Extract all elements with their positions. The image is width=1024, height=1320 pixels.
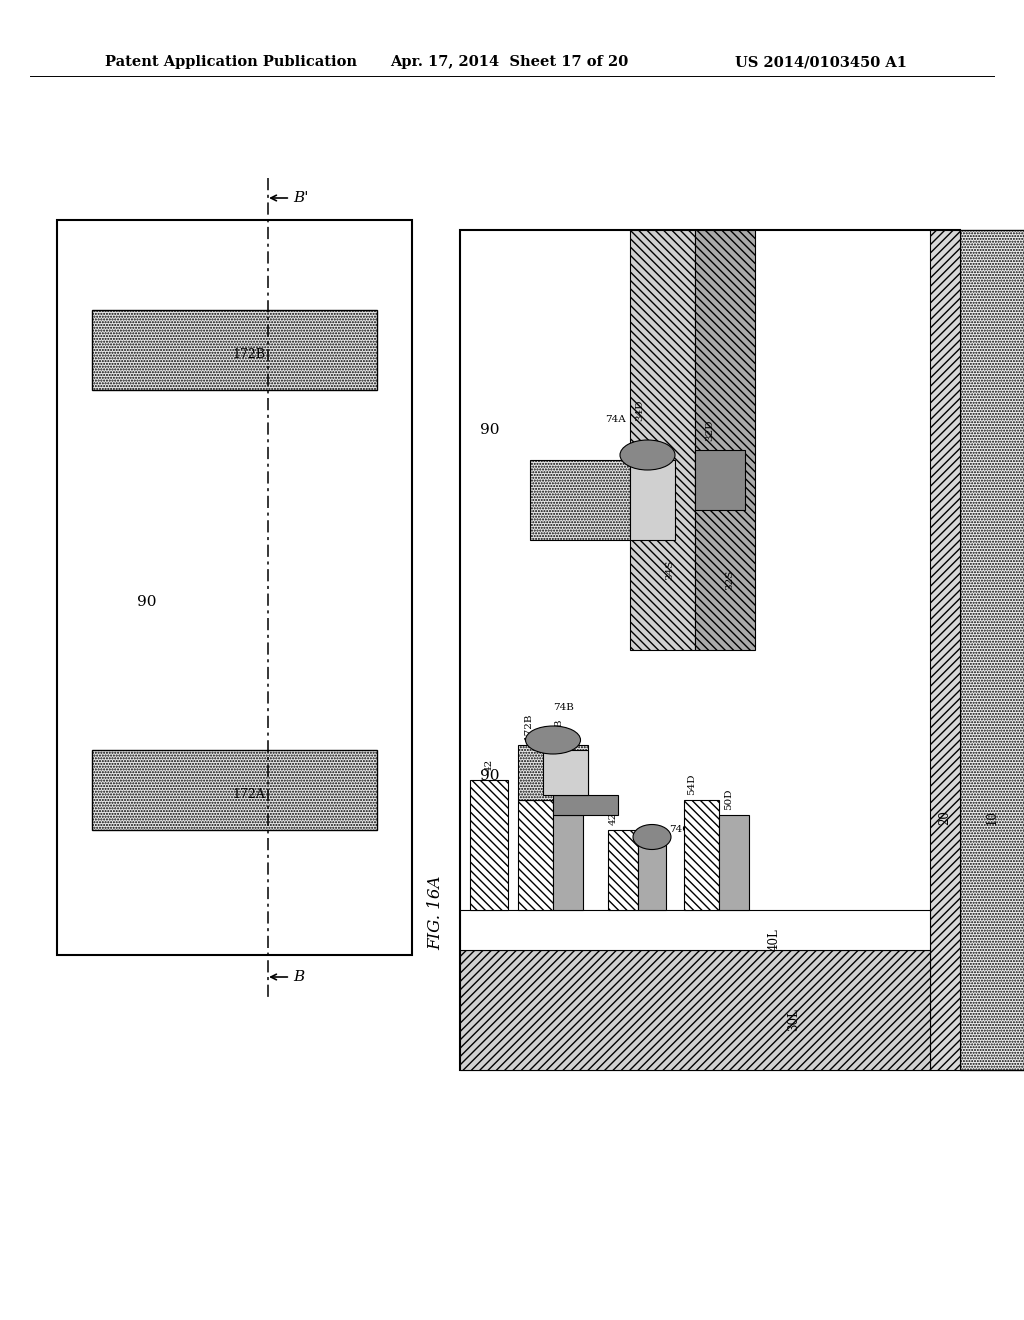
Bar xyxy=(684,800,719,909)
Text: 74B: 74B xyxy=(553,702,573,711)
Text: 32B: 32B xyxy=(723,470,732,491)
Bar xyxy=(470,780,508,909)
Bar xyxy=(930,230,961,1071)
Text: 90: 90 xyxy=(480,770,500,783)
Text: Apr. 17, 2014  Sheet 17 of 20: Apr. 17, 2014 Sheet 17 of 20 xyxy=(390,55,629,69)
Text: 50B: 50B xyxy=(568,770,578,789)
Text: 54S: 54S xyxy=(521,775,530,795)
Bar xyxy=(695,230,755,649)
Text: 90: 90 xyxy=(137,595,157,610)
Bar xyxy=(92,750,377,830)
Bar xyxy=(460,950,930,1071)
Bar xyxy=(695,450,745,510)
Text: 50S: 50S xyxy=(558,789,567,810)
Text: 170B: 170B xyxy=(554,718,562,744)
Text: 74A: 74A xyxy=(605,416,626,425)
Bar xyxy=(92,310,377,389)
Text: 32D: 32D xyxy=(706,420,715,441)
Text: 30L: 30L xyxy=(787,1008,801,1031)
Text: 32S: 32S xyxy=(725,570,734,590)
Text: 34D: 34D xyxy=(636,399,644,421)
Text: 74C: 74C xyxy=(669,825,690,834)
Bar xyxy=(719,814,749,909)
Bar xyxy=(460,909,930,950)
Text: 90: 90 xyxy=(480,422,500,437)
Text: 172B: 172B xyxy=(523,713,532,741)
Bar xyxy=(608,830,638,909)
Ellipse shape xyxy=(525,726,581,754)
Bar xyxy=(630,230,695,649)
Text: 20: 20 xyxy=(939,810,951,825)
Text: 42: 42 xyxy=(608,812,617,825)
Text: 172A: 172A xyxy=(550,486,559,513)
Bar xyxy=(57,220,412,954)
Text: 172A: 172A xyxy=(232,788,265,800)
Ellipse shape xyxy=(620,440,675,470)
Text: 42: 42 xyxy=(484,759,494,772)
Text: 54D: 54D xyxy=(687,774,696,795)
Bar xyxy=(530,459,630,540)
Text: US 2014/0103450 A1: US 2014/0103450 A1 xyxy=(735,55,907,69)
Bar xyxy=(543,750,588,795)
Text: 34S: 34S xyxy=(666,560,675,581)
Text: B': B' xyxy=(293,191,308,205)
Bar xyxy=(961,230,1024,1071)
Text: 10: 10 xyxy=(985,810,998,825)
Bar xyxy=(553,814,583,909)
Text: 170A: 170A xyxy=(647,486,656,513)
Bar xyxy=(460,230,961,1071)
Text: 172B: 172B xyxy=(232,347,265,360)
Bar xyxy=(518,744,588,800)
Bar xyxy=(638,845,666,909)
Text: B: B xyxy=(293,970,304,983)
Text: FIG. 16A: FIG. 16A xyxy=(427,875,444,950)
Bar xyxy=(553,795,618,814)
Text: 50: 50 xyxy=(641,826,650,840)
Text: 40L: 40L xyxy=(768,929,780,952)
Text: Patent Application Publication: Patent Application Publication xyxy=(105,55,357,69)
Bar xyxy=(518,800,553,909)
Bar xyxy=(630,459,675,540)
Ellipse shape xyxy=(633,825,671,850)
Text: 50D: 50D xyxy=(725,788,733,810)
